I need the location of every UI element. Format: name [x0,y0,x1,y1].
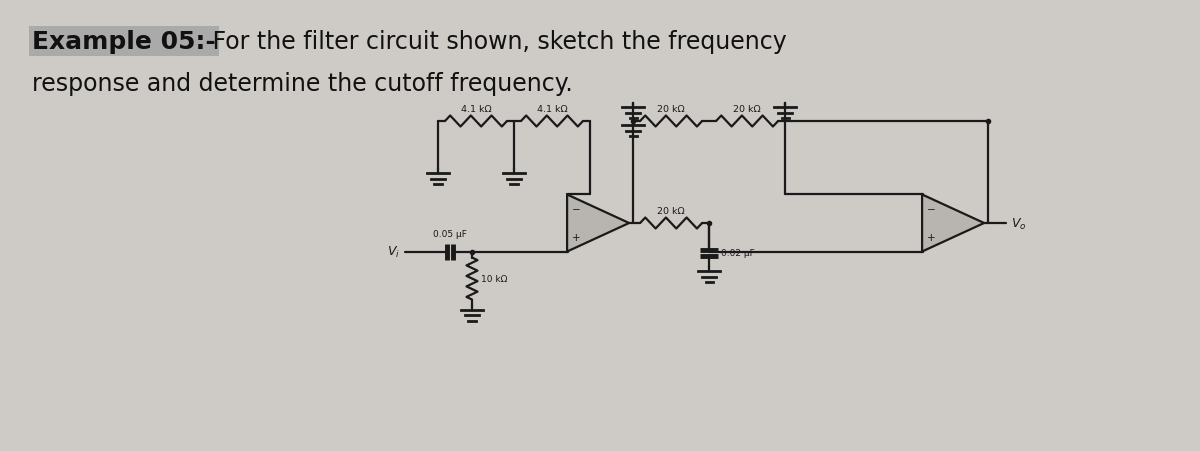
Text: 20 kΩ: 20 kΩ [658,207,685,216]
Text: Example 05:-: Example 05:- [32,30,216,54]
Text: 4.1 kΩ: 4.1 kΩ [461,105,491,114]
Text: 4.1 kΩ: 4.1 kΩ [536,105,568,114]
Polygon shape [568,195,629,252]
Text: response and determine the cutoff frequency.: response and determine the cutoff freque… [32,72,572,96]
Text: 10 kΩ: 10 kΩ [481,274,508,283]
Text: −: − [571,205,581,215]
Text: 20 kΩ: 20 kΩ [733,105,761,114]
Text: +: + [571,232,581,242]
Text: +: + [926,232,936,242]
Text: $V_o$: $V_o$ [1012,216,1027,231]
Text: For the filter circuit shown, sketch the frequency: For the filter circuit shown, sketch the… [205,30,787,54]
Text: 20 kΩ: 20 kΩ [658,105,685,114]
Text: −: − [926,205,936,215]
Text: 0.02 μF: 0.02 μF [721,249,755,258]
Text: 0.05 μF: 0.05 μF [433,229,467,238]
Polygon shape [922,195,984,252]
Text: $V_i$: $V_i$ [388,244,400,259]
